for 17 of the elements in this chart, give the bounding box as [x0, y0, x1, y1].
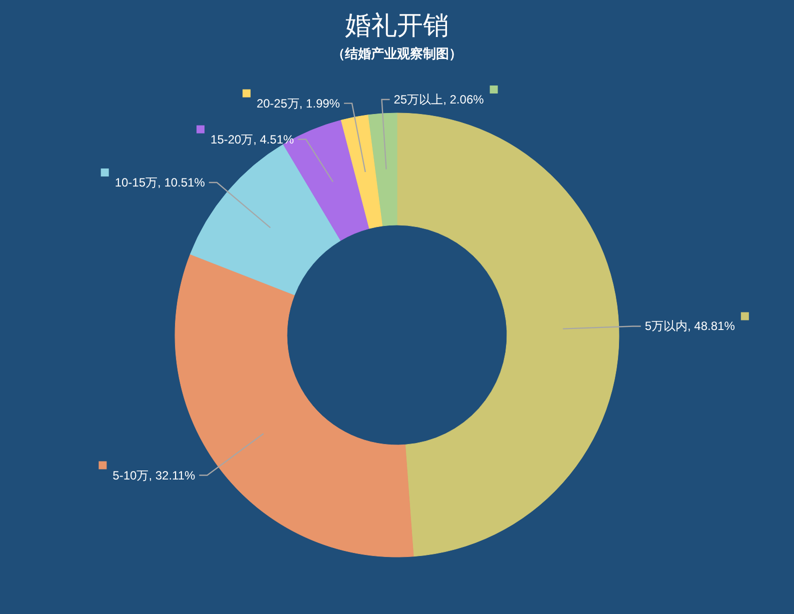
data-label: , 10.51% [158, 175, 206, 190]
data-label: , 48.81% [688, 319, 736, 334]
slice-label: 5万以内 [644, 319, 688, 334]
slice-label: 25万以上 [394, 92, 444, 106]
legend-label: 5-10万 [112, 468, 149, 482]
data-label: , 4.51% [253, 132, 294, 146]
chart-subtitle: （结婚产业观察制图） [332, 46, 462, 61]
donut-slice [368, 112, 398, 226]
donut-slice [340, 114, 384, 229]
chart-title: 婚礼开销 [345, 10, 449, 40]
legend-label: 10-15万 [114, 175, 158, 190]
legend-label: 15-20万 [210, 132, 254, 146]
donut-slice [396, 112, 620, 557]
data-label: , 1.99% [299, 96, 340, 110]
legend-label: 20-25万 [256, 96, 300, 110]
data-label: , 2.06% [443, 92, 484, 106]
data-label: , 32.11% [148, 468, 196, 482]
